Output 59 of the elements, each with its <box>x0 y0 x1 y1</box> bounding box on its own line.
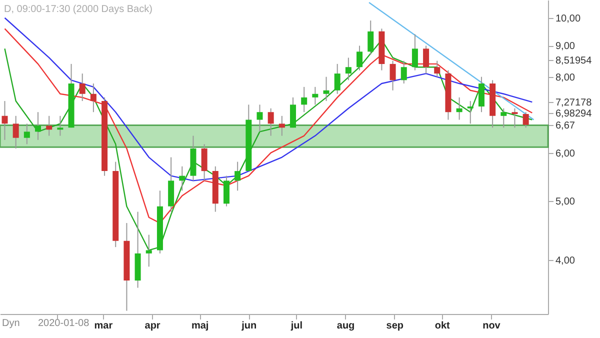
candlestick <box>467 100 474 124</box>
candlestick <box>356 45 363 71</box>
candlestick <box>234 161 241 192</box>
candlestick <box>423 45 430 74</box>
candlestick <box>79 73 86 102</box>
candlestick <box>46 115 52 136</box>
candlestick <box>434 60 440 78</box>
candlestick <box>522 112 529 128</box>
y-tick-label: 6,98294 <box>556 108 592 120</box>
x-tick-label: maj <box>191 320 209 332</box>
y-tick-label: 6,67 <box>556 120 576 132</box>
candlestick <box>201 144 208 182</box>
y-tick-label: 7,27178 <box>556 98 592 109</box>
x-tick-label: jul <box>290 320 303 332</box>
candlestick <box>368 20 374 56</box>
candlestick <box>334 63 340 94</box>
y-tick-label: 4,00 <box>556 255 576 266</box>
candlestick <box>512 108 518 128</box>
candlestick <box>146 234 152 268</box>
x-tick-label: nov <box>482 320 501 332</box>
candlestick <box>345 57 352 81</box>
x-tick-label: apr <box>144 320 160 332</box>
candlestick <box>2 100 8 140</box>
x-tick-label: aug <box>336 320 355 332</box>
candlestick <box>478 76 484 113</box>
y-tick-label: 5,00 <box>556 196 576 208</box>
y-tick-label: 9,00 <box>556 41 576 52</box>
y-tick-label: 8,51954 <box>556 56 592 67</box>
x-tick-label: jun <box>240 320 257 332</box>
candlestick <box>500 108 507 128</box>
y-tick-label: 8,00 <box>556 72 576 84</box>
candlestick <box>400 60 407 84</box>
text: 2020-01-08 <box>38 318 90 329</box>
text: Dyn <box>2 318 20 329</box>
candlestick <box>90 83 96 113</box>
candlestick <box>57 115 64 136</box>
line-series <box>4 28 533 224</box>
candlestick <box>390 60 396 91</box>
candlestick <box>278 115 285 136</box>
x-tick-label: okt <box>434 320 451 332</box>
candlestick <box>223 175 230 207</box>
candlestick <box>323 76 330 102</box>
line-series <box>4 17 533 182</box>
candlestick <box>35 112 42 140</box>
x-tick-label: sep <box>386 320 404 332</box>
candlestick <box>301 86 308 113</box>
x-tick-label: mar <box>94 320 113 332</box>
candlestick <box>12 115 19 149</box>
candlestick <box>256 104 263 132</box>
y-tick-label: 6,00 <box>556 148 576 160</box>
candlestick <box>268 108 274 136</box>
candlestick <box>24 123 30 145</box>
chart-title: D, 09:00-17:30 (2000 Days Back) <box>4 4 152 15</box>
candlestick <box>312 86 318 106</box>
candlestick <box>456 96 462 120</box>
candlestick <box>290 96 296 128</box>
candlestick <box>412 34 418 71</box>
candlestick <box>179 166 186 192</box>
y-tick-label: 10,00 <box>556 13 581 24</box>
